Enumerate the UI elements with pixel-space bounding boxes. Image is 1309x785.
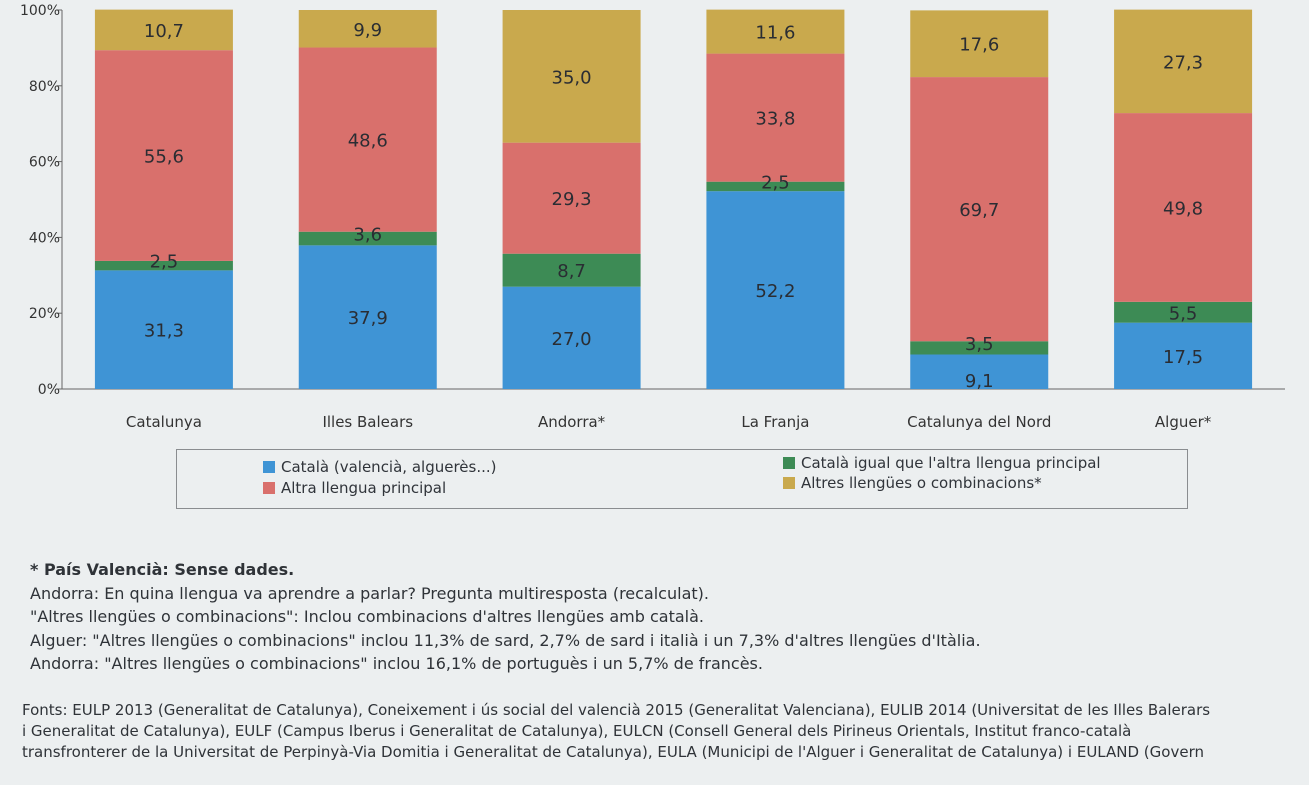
legend-label-catala: Català (valencià, alguerès...)	[281, 458, 497, 476]
bar-segment	[298, 231, 437, 246]
data-label: 3,5	[965, 334, 994, 355]
bar-segment	[910, 10, 1049, 78]
data-label: 5,5	[1169, 303, 1198, 324]
data-label: 9,9	[353, 20, 382, 41]
data-label: 8,7	[557, 261, 586, 282]
data-label: 49,8	[1163, 198, 1203, 219]
bar-segment	[94, 50, 233, 261]
data-label: 17,6	[959, 35, 999, 56]
data-label: 37,9	[348, 308, 388, 329]
data-label: 17,5	[1163, 347, 1203, 368]
legend-swatch-altra	[263, 482, 275, 494]
data-label: 10,7	[144, 21, 184, 42]
data-label: 3,6	[353, 225, 382, 246]
data-label: 52,2	[755, 281, 795, 302]
data-label: 27,3	[1163, 52, 1203, 73]
data-label: 35,0	[552, 67, 592, 88]
legend-swatch-catala	[263, 461, 275, 473]
bar-segment	[502, 10, 641, 143]
footnote-andorra-question: Andorra: En quina llengua va aprendre a …	[30, 583, 709, 603]
footnotes: * País Valencià: Sense dades. Andorra: E…	[30, 558, 1230, 676]
bar-segment	[1114, 322, 1253, 389]
y-tick-label: 40%	[29, 230, 60, 246]
data-label: 2,5	[761, 172, 790, 193]
bars	[94, 9, 1253, 389]
bar-segment	[298, 10, 437, 48]
bar-segment	[910, 354, 1049, 389]
data-label: 33,8	[755, 109, 795, 130]
x-tick-label: La Franja	[741, 413, 809, 431]
footnote-pais-valencia: * País Valencià: Sense dades.	[30, 560, 295, 579]
y-tick-label: 20%	[29, 306, 60, 322]
data-label: 69,7	[959, 200, 999, 221]
bar-segment	[1114, 301, 1253, 323]
data-label: 31,3	[144, 321, 184, 342]
sources-line-1: Fonts: EULP 2013 (Generalitat de Catalun…	[22, 701, 1211, 719]
legend-swatch-igual	[783, 457, 795, 469]
y-tick-label: 80%	[29, 79, 60, 95]
bar-segment	[706, 53, 845, 182]
bar-segment	[706, 191, 845, 389]
bar-segment	[94, 270, 233, 389]
data-label: 55,6	[144, 147, 184, 168]
legend-swatch-altres	[783, 477, 795, 489]
legend-item-altres: Altres llengües o combinacions*	[783, 474, 1042, 492]
x-tick-label: Catalunya	[126, 413, 202, 431]
footnote-alguer-breakdown: Alguer: "Altres llengües o combinacions"…	[30, 630, 981, 650]
legend-item-altra: Altra llengua principal	[263, 479, 446, 497]
bar-segment	[298, 47, 437, 232]
bar-segment	[94, 9, 233, 51]
bar-segment	[910, 77, 1049, 342]
legend-label-igual: Català igual que l'altra llengua princip…	[801, 454, 1101, 472]
y-axis: 0% 20% 40% 60% 80% 100%	[20, 3, 1285, 398]
x-tick-label: Catalunya del Nord	[907, 413, 1051, 431]
sources: Fonts: EULP 2013 (Generalitat de Catalun…	[22, 700, 1309, 763]
sources-line-2: i Generalitat de Catalunya), EULF (Campu…	[22, 722, 1132, 740]
data-label: 29,3	[552, 189, 592, 210]
legend: Català (valencià, alguerès...) Altra lle…	[176, 449, 1188, 509]
bar-segment	[1114, 113, 1253, 302]
bar-segment	[910, 341, 1049, 355]
bar-segment	[706, 9, 845, 54]
x-tick-label: Illes Balears	[322, 413, 413, 431]
data-label: 27,0	[552, 329, 592, 350]
data-label: 9,1	[965, 371, 994, 392]
bar-segment	[94, 260, 233, 271]
footnote-altres-definition: "Altres llengües o combinacions": Inclou…	[30, 607, 704, 626]
stacked-bar-chart: 0% 20% 40% 60% 80% 100% 31,3 2,5 55,6 10,7 37,9 3,…	[20, 3, 1285, 431]
y-tick-label: 60%	[29, 155, 60, 171]
legend-item-igual: Català igual que l'altra llengua princip…	[783, 454, 1101, 472]
footnote-andorra-breakdown: Andorra: "Altres llengües o combinacions…	[30, 654, 763, 673]
legend-item-catala: Català (valencià, alguerès...)	[263, 458, 497, 476]
bar-segment	[502, 286, 641, 389]
y-tick-label: 0%	[38, 382, 60, 398]
bar-segment	[502, 253, 641, 287]
legend-label-altres: Altres llengües o combinacions*	[801, 474, 1042, 492]
data-label: 48,6	[348, 131, 388, 152]
data-label: 2,5	[150, 252, 179, 273]
bar-segment	[298, 245, 437, 389]
x-tick-label: Alguer*	[1155, 413, 1212, 431]
y-tick-label: 100%	[20, 3, 60, 19]
bar-segment	[1114, 9, 1253, 114]
legend-label-altra: Altra llengua principal	[281, 479, 447, 497]
sources-line-3: transfronterer de la Universitat de Perp…	[22, 743, 1204, 761]
category-labels: Catalunya Illes Balears Andorra* La Franja C…	[126, 413, 1212, 431]
x-tick-label: Andorra*	[538, 413, 606, 431]
value-labels: 31,3 2,5 55,6 10,7 37,9 3,6 48,6 9,9 27,0 8,7 29,3…	[144, 20, 1203, 392]
bar-segment	[502, 142, 641, 254]
data-label: 11,6	[755, 23, 795, 44]
bar-segment	[706, 181, 845, 192]
